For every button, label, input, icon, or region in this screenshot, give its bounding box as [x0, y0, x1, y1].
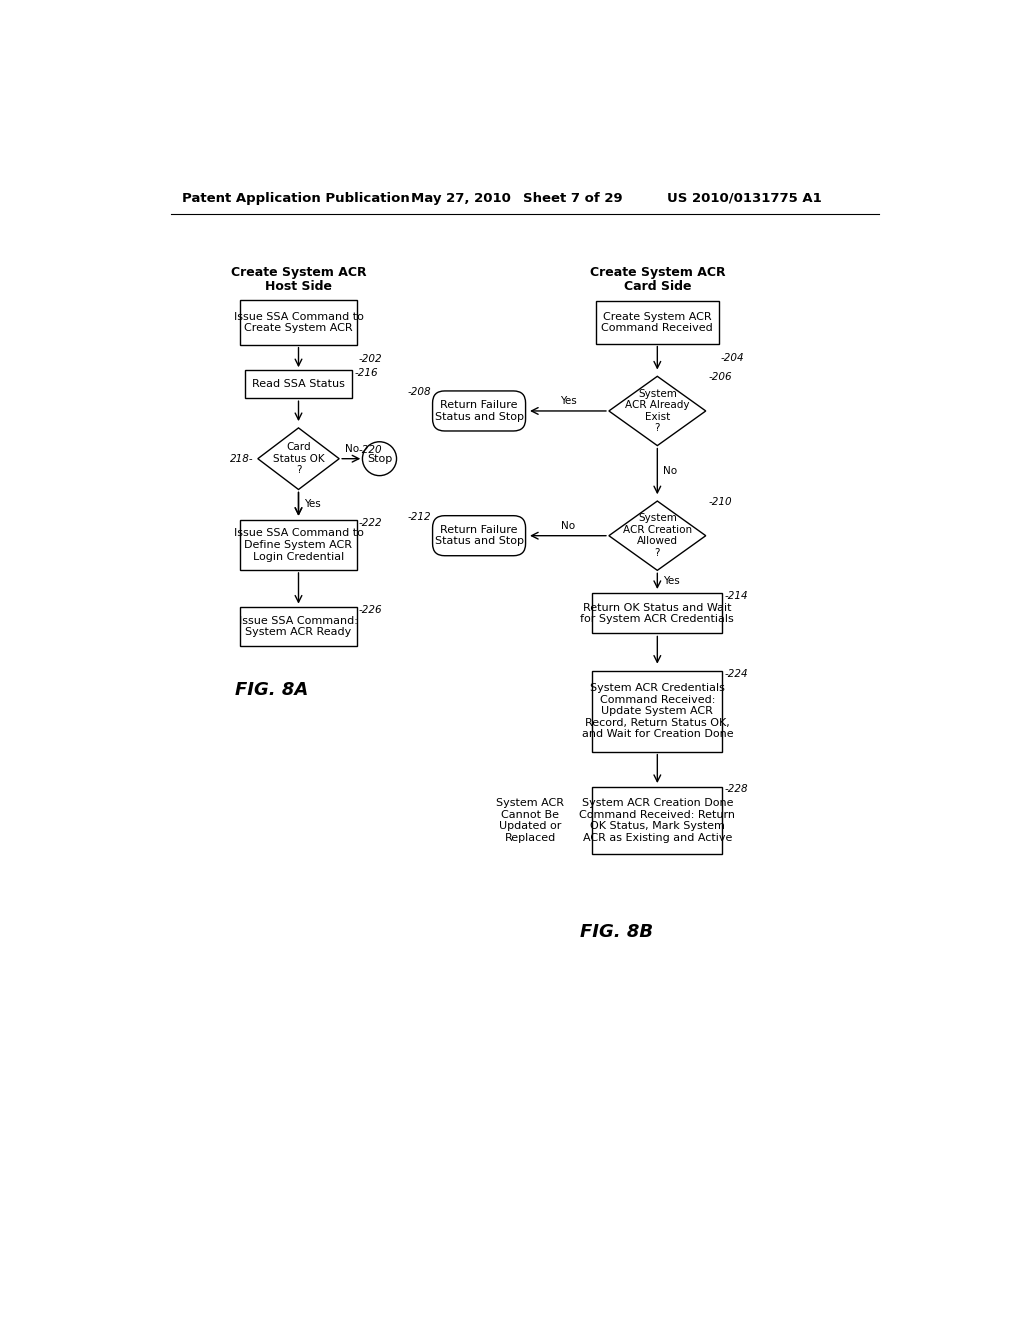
Text: Return OK Status and Wait
for System ACR Credentials: Return OK Status and Wait for System ACR…: [581, 603, 734, 624]
Text: US 2010/0131775 A1: US 2010/0131775 A1: [667, 191, 821, 205]
Text: Issue SSA Command:
System ACR Ready: Issue SSA Command: System ACR Ready: [239, 615, 358, 638]
Text: -216: -216: [354, 368, 378, 379]
Text: -226: -226: [359, 605, 383, 615]
FancyBboxPatch shape: [432, 516, 525, 556]
Text: Issue SSA Command to
Define System ACR
Login Credential: Issue SSA Command to Define System ACR L…: [233, 528, 364, 561]
Text: Yes: Yes: [560, 396, 577, 407]
Text: Create System ACR
Command Received: Create System ACR Command Received: [601, 312, 713, 333]
Polygon shape: [258, 428, 339, 490]
Circle shape: [362, 442, 396, 475]
Text: System
ACR Creation
Allowed
?: System ACR Creation Allowed ?: [623, 513, 692, 558]
Text: Yes: Yes: [663, 576, 680, 586]
Text: -204: -204: [721, 352, 744, 363]
Text: Card
Status OK
?: Card Status OK ?: [272, 442, 325, 475]
Text: System
ACR Already
Exist
?: System ACR Already Exist ?: [625, 388, 689, 433]
Text: Yes: Yes: [304, 499, 321, 510]
FancyBboxPatch shape: [592, 671, 722, 751]
Text: Create System ACR: Create System ACR: [230, 265, 367, 279]
Text: Create System ACR: Create System ACR: [590, 265, 725, 279]
Text: Card Side: Card Side: [624, 280, 691, 293]
Text: No: No: [663, 466, 677, 477]
Text: -220: -220: [358, 445, 382, 455]
Text: System ACR
Cannot Be
Updated or
Replaced: System ACR Cannot Be Updated or Replaced: [497, 799, 564, 843]
FancyBboxPatch shape: [592, 594, 722, 634]
Text: May 27, 2010: May 27, 2010: [411, 191, 511, 205]
FancyBboxPatch shape: [432, 391, 525, 430]
Text: FIG. 8A: FIG. 8A: [234, 681, 308, 698]
FancyBboxPatch shape: [241, 520, 356, 570]
Text: Sheet 7 of 29: Sheet 7 of 29: [523, 191, 623, 205]
FancyBboxPatch shape: [241, 607, 356, 645]
Text: System ACR Creation Done
Command Received: Return
OK Status, Mark System
ACR as : System ACR Creation Done Command Receive…: [580, 799, 735, 843]
FancyBboxPatch shape: [596, 301, 719, 343]
Polygon shape: [609, 376, 706, 446]
Text: Patent Application Publication: Patent Application Publication: [182, 191, 410, 205]
Text: System ACR Credentials
Command Received:
Update System ACR
Record, Return Status: System ACR Credentials Command Received:…: [582, 682, 733, 739]
Text: Host Side: Host Side: [265, 280, 332, 293]
Polygon shape: [609, 502, 706, 570]
Text: Return Failure
Status and Stop: Return Failure Status and Stop: [434, 400, 523, 422]
Text: -208: -208: [408, 387, 431, 397]
FancyBboxPatch shape: [245, 370, 352, 399]
Text: No: No: [345, 444, 359, 454]
Text: -210: -210: [708, 498, 732, 507]
Text: Read SSA Status: Read SSA Status: [252, 379, 345, 389]
Text: Stop: Stop: [367, 454, 392, 463]
Text: -214: -214: [725, 591, 749, 601]
Text: -202: -202: [359, 354, 383, 364]
FancyBboxPatch shape: [592, 787, 722, 854]
Text: -228: -228: [725, 784, 749, 795]
Text: Issue SSA Command to
Create System ACR: Issue SSA Command to Create System ACR: [233, 312, 364, 333]
Text: No: No: [561, 521, 575, 531]
Text: FIG. 8B: FIG. 8B: [580, 923, 653, 941]
Text: -206: -206: [708, 372, 732, 383]
Text: -212: -212: [408, 512, 431, 521]
Text: 218-: 218-: [230, 454, 254, 463]
Text: Return Failure
Status and Stop: Return Failure Status and Stop: [434, 525, 523, 546]
Text: -224: -224: [725, 668, 749, 678]
Text: -222: -222: [359, 517, 383, 528]
FancyBboxPatch shape: [241, 300, 356, 345]
